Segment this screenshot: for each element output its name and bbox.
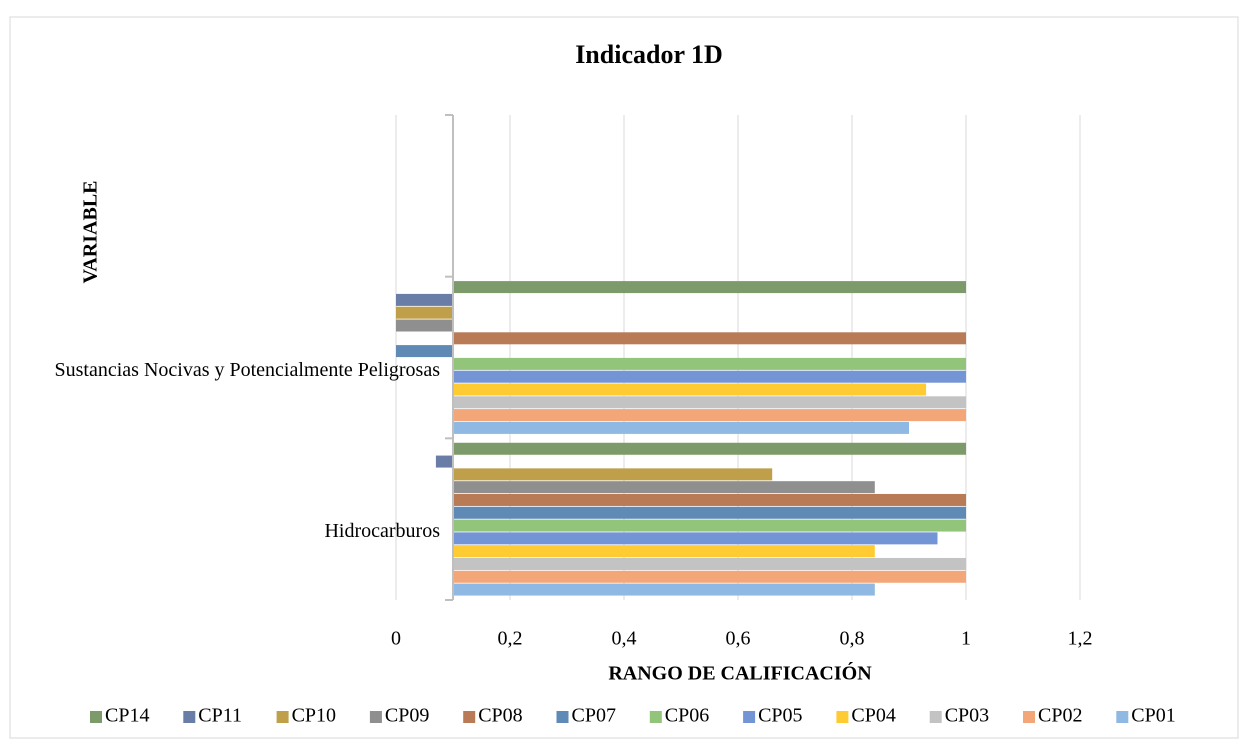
legend-label: CP02 [1038,705,1082,727]
legend-swatch [463,711,476,723]
x-tick-label: 0,2 [498,628,523,650]
bar [453,370,966,383]
bar [453,545,875,558]
x-tick-label: 1,2 [1068,628,1093,650]
bar [453,570,966,583]
legend-swatch [649,711,662,723]
bar [453,583,875,596]
bar [453,383,927,396]
bar [453,281,966,294]
bar [453,332,966,345]
legend-label: CP03 [945,705,989,727]
x-tick-label: 0 [391,628,401,650]
x-tick-label: 0,6 [726,628,751,650]
bar [453,357,966,370]
x-tick-label: 0,8 [840,628,865,650]
legend-label: CP14 [105,705,149,727]
x-tick-label: 1 [961,628,971,650]
legend-swatch [369,711,382,723]
bar [453,396,966,409]
bar [396,306,453,319]
legend-label: CP10 [292,705,336,727]
chart-title: Indicador 1D [575,40,723,69]
bar [453,409,966,422]
bar [453,519,966,532]
legend-label: CP08 [478,705,522,727]
legend-label: CP11 [198,705,242,727]
legend-label: CP01 [1131,705,1175,727]
legend-swatch [836,711,849,723]
bar [453,421,909,434]
legend-swatch [276,711,289,723]
legend-swatch [929,711,942,723]
bar [453,506,966,519]
legend-swatch [1116,711,1129,723]
legend-label: CP04 [851,705,895,727]
bar [453,532,938,545]
bar [396,345,453,358]
legend-label: CP06 [665,705,709,727]
y-axis-label: VARIABLE [80,181,102,284]
bar [396,293,453,306]
bar [435,455,453,468]
bar [453,493,966,506]
legend-swatch [90,711,102,723]
bar [453,557,966,570]
legend-swatch [556,711,569,723]
y-tick-label: Hidrocarburos [324,520,440,543]
x-axis-label: RANGO DE CALIFICACIÓN [608,661,872,685]
bar [453,442,966,455]
legend-label: CP05 [758,705,802,727]
legend-swatch [743,711,756,723]
bar [453,468,773,481]
legend-label: CP09 [385,705,429,727]
bar [396,319,453,332]
bar [453,481,875,494]
legend-swatch [183,711,196,723]
x-tick-label: 0,4 [612,628,637,650]
y-tick-label: Sustancias Nocivas y Potencialmente Peli… [54,358,440,381]
legend-label: CP07 [572,705,616,727]
legend-swatch [1023,711,1035,723]
